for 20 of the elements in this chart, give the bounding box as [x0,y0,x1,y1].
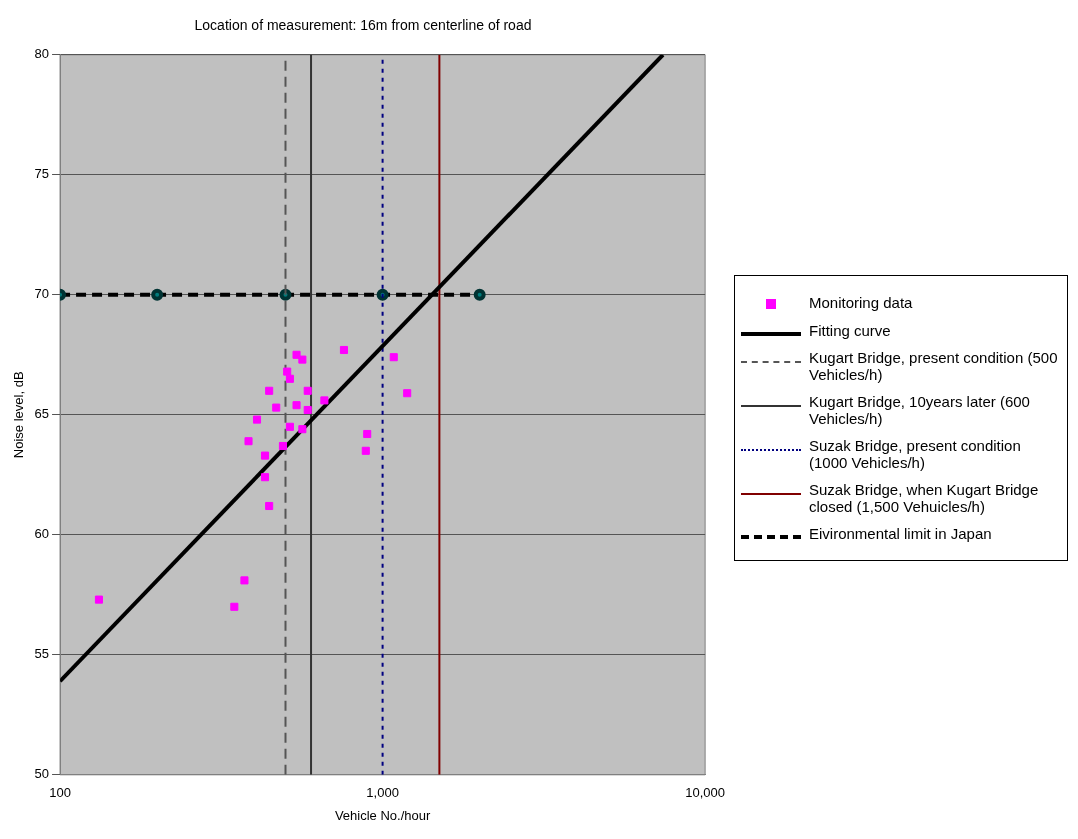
x-tick-label: 1,000 [366,785,399,801]
y-axis-title: Noise level, dB [11,371,27,459]
y-tick-label: 80 [34,46,50,62]
legend-label: Fitting curve [809,322,891,339]
chart-title: Location of measurement: 16m from centerline of road [194,17,532,34]
y-tick-label: 55 [34,646,50,662]
legend-label: Eivironmental limit in Japan [809,525,992,542]
y-tick-label: 50 [34,766,50,782]
x-axis-title: Vehicle No./hour [334,807,431,823]
legend-label: Suzak Bridge, when Kugart Bridge closed (1,500 Vehuicles/h) [809,481,1040,515]
y-tick-label: 65 [34,406,50,422]
legend-label: Suzak Bridge, present condition (1000 Vehicles/h) [809,437,1022,471]
legend-label: Monitoring data [809,294,913,312]
x-tick-label: 10,000 [685,785,725,801]
legend-label: Kugart Bridge, present condition (500 Vehicles/h) [809,349,1059,383]
y-tick-label: 60 [34,526,50,542]
x-tick-label: 100 [49,785,71,801]
y-tick-label: 70 [34,286,50,302]
y-tick-label: 75 [34,166,50,182]
legend-label: Kugart Bridge, 10years later (600 Vehicles/h) [809,393,1031,427]
